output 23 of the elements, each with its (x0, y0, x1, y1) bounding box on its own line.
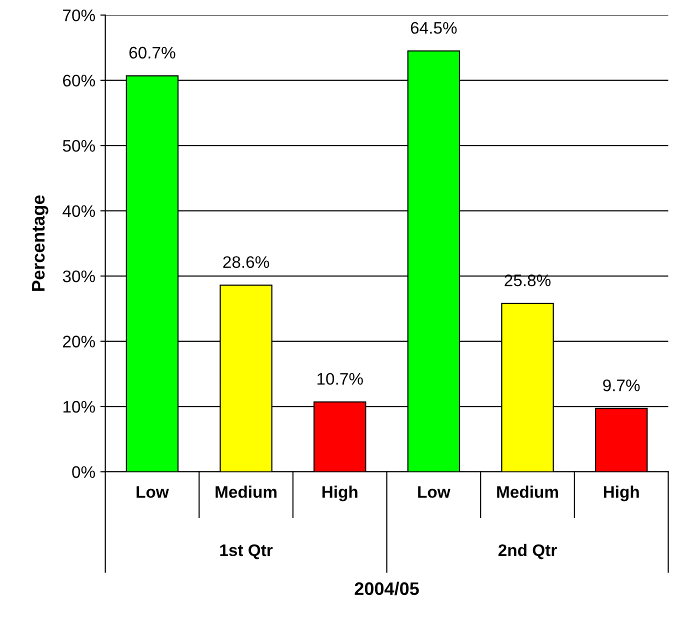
y-tick-label: 40% (62, 205, 95, 218)
x-tick-label: High (604, 486, 639, 502)
text: 1st Qtr (220, 544, 273, 560)
y-tick-label: 60% (63, 74, 95, 87)
x-tick-label: Low (136, 486, 169, 498)
y-tick-label: 10% (63, 400, 95, 413)
data-label: 28.6% (223, 256, 270, 268)
x-tick-label: Low (418, 486, 450, 498)
x-tick-label: Medium (497, 486, 558, 498)
data-label: 60.7% (129, 46, 176, 59)
y-tick-label: 50% (62, 140, 95, 152)
x-axis-title: 2004/05 (354, 582, 419, 596)
x-tick-label: High (322, 486, 358, 502)
data-label: 64.5% (410, 22, 457, 34)
data-label: 9.7% (603, 379, 640, 392)
text: 2nd Qtr (498, 544, 557, 560)
data-label: 10.7% (318, 372, 363, 385)
y-tick-label: 20% (63, 336, 95, 348)
y-tick-label: 0% (72, 466, 95, 478)
y-axis-title: Percentage (32, 195, 48, 291)
y-tick-label: 70% (63, 9, 95, 22)
x-tick-label: Medium (216, 486, 276, 498)
y-tick-label: 30% (62, 270, 95, 282)
